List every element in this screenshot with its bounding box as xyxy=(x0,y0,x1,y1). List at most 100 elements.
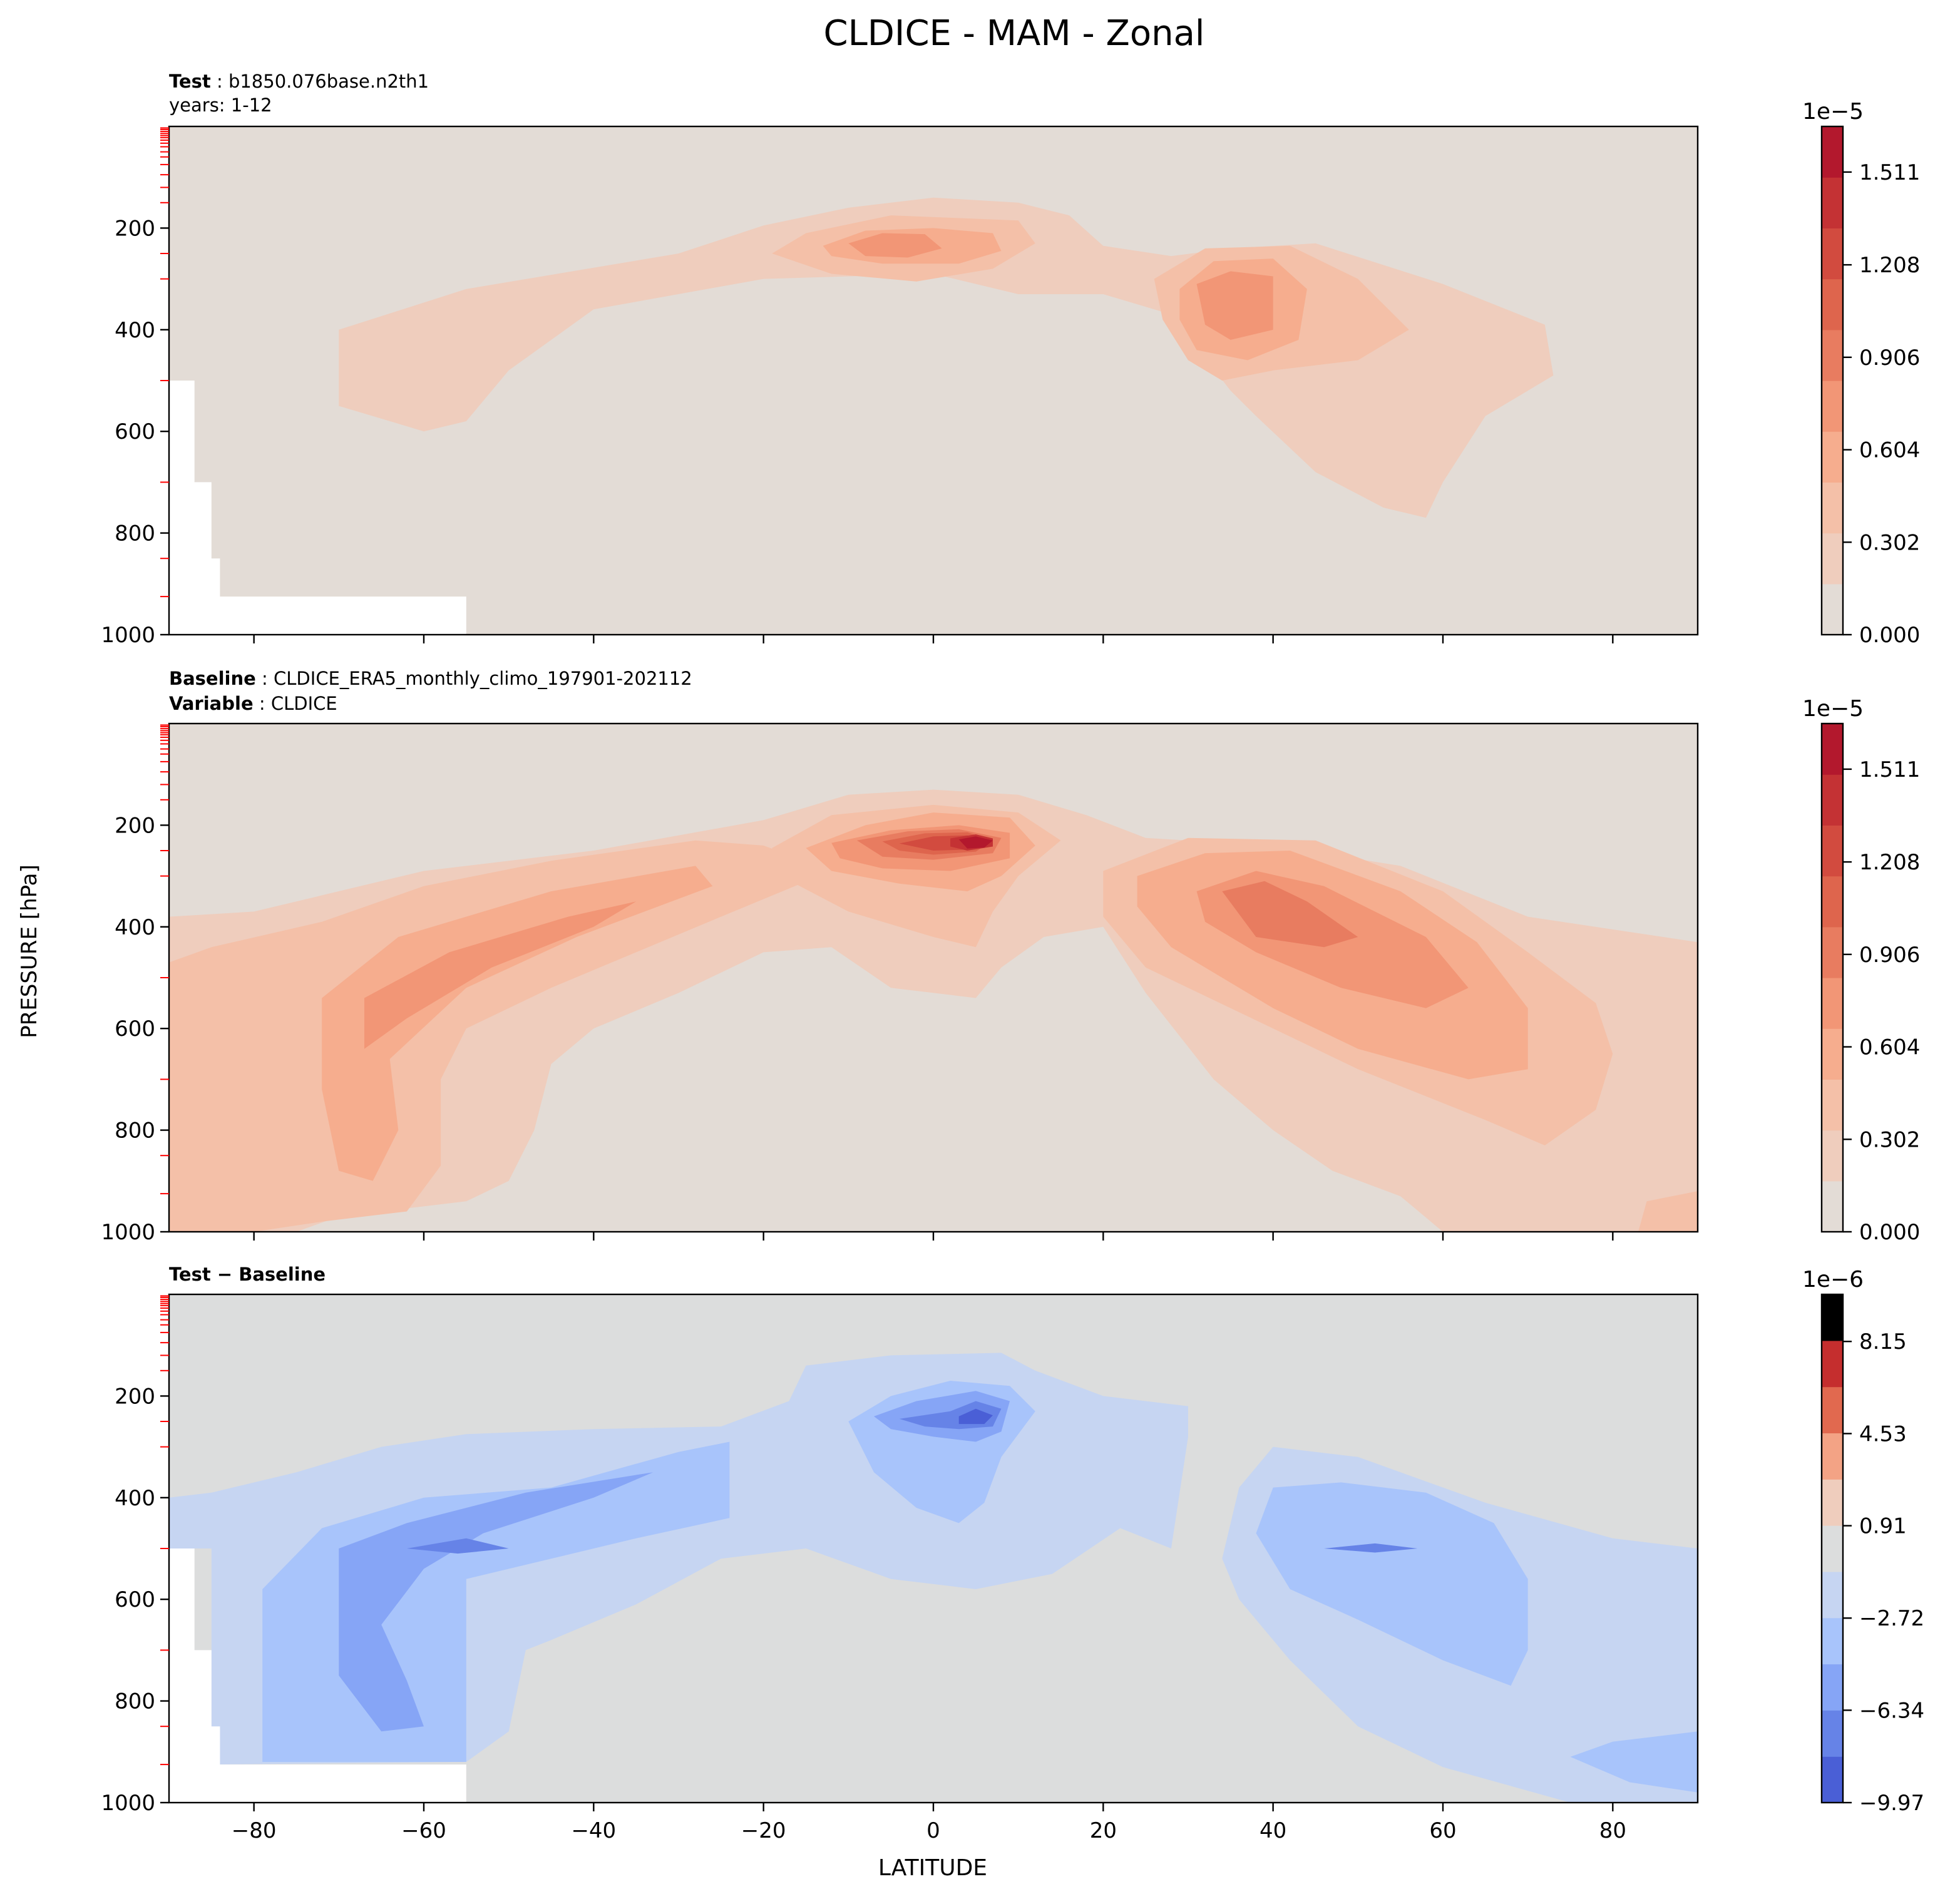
panel-baseline-variable-sep: : xyxy=(254,693,271,714)
colorbar-tick-label-baseline-5: 1.511 xyxy=(1859,757,1920,782)
y-tick-label-baseline-1: 400 xyxy=(115,915,155,940)
x-tick-label-diff-1: −60 xyxy=(401,1818,446,1843)
colorbar-tick-label-diff-3: 0.91 xyxy=(1859,1514,1907,1539)
colorbar-swatch-test-7 xyxy=(1822,228,1843,280)
colorbar-swatch-baseline-8 xyxy=(1822,774,1843,826)
panel-test-header-case: b1850.076base.n2th1 xyxy=(228,71,429,92)
panel-baseline-header: Baseline : CLDICE_ERA5_monthly_climo_197… xyxy=(169,668,692,714)
colorbar-swatch-baseline-9 xyxy=(1822,724,1843,775)
missing-data-region-test xyxy=(169,381,466,635)
y-tick-label-diff-3: 800 xyxy=(115,1689,155,1714)
contour-region-diff-8 xyxy=(406,1538,509,1554)
colorbar-swatch-baseline-6 xyxy=(1822,876,1843,928)
panel-test-plot-area: 200 400 600 800 1000 xyxy=(101,125,1699,648)
colorbar-tick-label-baseline-1: 0.302 xyxy=(1859,1127,1920,1152)
colorbar-tick-label-diff-5: 8.15 xyxy=(1859,1329,1907,1354)
panel-test-header: Test : b1850.076base.n2th1 years: 1-12 xyxy=(169,71,429,116)
colorbar-swatch-baseline-7 xyxy=(1822,825,1843,877)
contour-region-diff-10 xyxy=(1324,1543,1418,1553)
colorbar-tick-label-test-4: 1.208 xyxy=(1859,253,1920,278)
panel-diff-header: Test − Baseline xyxy=(169,1264,326,1285)
colorbar-tick-label-diff-1: −6.34 xyxy=(1859,1698,1924,1723)
panel-test: Test : b1850.076base.n2th1 years: 1-12 2… xyxy=(101,71,1920,648)
panel-baseline-header-label: Baseline xyxy=(169,668,256,689)
y-tick-label-test-3: 800 xyxy=(115,521,155,546)
panel-diff-plot-area: 200 400 600 800 1000 −80 −60 −40 −20 0 20 40 60 80 xyxy=(101,1293,1699,1843)
panel-baseline-colorbar: 0.000 0.302 0.604 0.906 1.208 1.511 1e−5 xyxy=(1802,696,1920,1245)
y-tick-label-baseline-4: 1000 xyxy=(101,1220,155,1245)
contour-region-baseline-16 xyxy=(958,836,993,849)
missing-data-region-diff xyxy=(169,1548,466,1803)
x-tick-label-diff-5: 20 xyxy=(1090,1818,1117,1843)
colorbar-tick-label-test-3: 0.906 xyxy=(1859,346,1920,371)
y-tick-label-test-0: 200 xyxy=(115,216,155,241)
contour-region-baseline-5 xyxy=(322,866,713,1181)
y-tick-label-diff-4: 1000 xyxy=(101,1791,155,1816)
panel-test-header-sep: : xyxy=(211,71,228,92)
colorbar-swatch-test-8 xyxy=(1822,177,1843,228)
x-tick-label-diff-8: 80 xyxy=(1599,1818,1626,1843)
panel-baseline: Baseline : CLDICE_ERA5_monthly_climo_197… xyxy=(101,668,1920,1245)
panel-baseline-header-line1: Baseline : CLDICE_ERA5_monthly_climo_197… xyxy=(169,668,692,689)
colorbar-swatch-diff-2 xyxy=(1822,1664,1843,1711)
colorbar-tick-label-diff-2: −2.72 xyxy=(1859,1606,1924,1631)
y-tick-label-baseline-2: 600 xyxy=(115,1016,155,1042)
colorbar-tick-label-diff-4: 4.53 xyxy=(1859,1421,1907,1446)
colorbar-swatch-diff-6 xyxy=(1822,1479,1843,1526)
colorbar-swatch-diff-5 xyxy=(1822,1525,1843,1572)
colorbar-tick-label-test-5: 1.511 xyxy=(1859,160,1920,185)
y-tick-label-baseline-0: 200 xyxy=(115,813,155,838)
panel-diff-header-label: Test − Baseline xyxy=(169,1264,326,1285)
panel-test-header-years: years: 1-12 xyxy=(169,95,272,116)
x-tick-label-diff-4: 0 xyxy=(926,1818,940,1843)
panel-baseline-variable-label: Variable xyxy=(169,693,254,714)
contour-region-diff-6 xyxy=(339,1472,654,1732)
colorbar-swatch-diff-8 xyxy=(1822,1386,1843,1433)
panel-baseline-header-case: CLDICE_ERA5_monthly_climo_197901-202112 xyxy=(274,668,692,689)
colorbar-swatch-test-5 xyxy=(1822,329,1843,381)
panel-baseline-header-line2: Variable : CLDICE xyxy=(169,693,337,714)
colorbar-swatch-diff-0 xyxy=(1822,1756,1843,1803)
colorbar-swatch-test-6 xyxy=(1822,279,1843,330)
colorbar-swatch-test-1 xyxy=(1822,533,1843,585)
contour-region-baseline-8 xyxy=(364,901,637,1049)
panel-test-header-label: Test xyxy=(169,71,211,92)
panel-test-colorbar: 0.000 0.302 0.604 0.906 1.208 1.511 1e−5 xyxy=(1802,99,1920,648)
contour-region-diff-4 xyxy=(1256,1482,1528,1686)
colorbar-frame-test xyxy=(1820,125,1844,636)
panel-baseline-header-sep: : xyxy=(256,668,274,689)
y-tick-label-test-2: 600 xyxy=(115,419,155,444)
panel-baseline-plot-area: 200 400 600 800 1000 xyxy=(101,722,1699,1245)
colorbar-swatch-test-9 xyxy=(1822,126,1843,178)
colorbar-tick-label-baseline-2: 0.604 xyxy=(1859,1035,1920,1060)
colorbar-swatch-test-3 xyxy=(1822,431,1843,483)
colorbar-frame-diff xyxy=(1820,1293,1844,1804)
colorbar-swatch-baseline-1 xyxy=(1822,1130,1843,1182)
contour-region-diff-5 xyxy=(1570,1731,1698,1793)
colorbar-tick-label-test-1: 0.302 xyxy=(1859,530,1920,555)
figure-title: CLDICE - MAM - Zonal xyxy=(824,13,1205,54)
x-tick-label-diff-3: −20 xyxy=(741,1818,786,1843)
panel-diff-colorbar: −9.97 −6.34 −2.72 0.91 4.53 8.15 1e−6 xyxy=(1802,1267,1924,1816)
panel-test-contours xyxy=(169,126,1698,635)
colorbar-exponent-diff: 1e−6 xyxy=(1802,1267,1864,1292)
y-tick-label-test-1: 400 xyxy=(115,318,155,343)
colorbar-exponent-test: 1e−5 xyxy=(1802,99,1864,125)
colorbar-swatch-baseline-2 xyxy=(1822,1079,1843,1131)
colorbar-swatch-diff-3 xyxy=(1822,1617,1843,1665)
colorbar-swatch-baseline-4 xyxy=(1822,978,1843,1029)
colorbar-swatch-test-4 xyxy=(1822,381,1843,432)
colorbar-swatch-diff-7 xyxy=(1822,1433,1843,1480)
colorbar-exponent-baseline: 1e−5 xyxy=(1802,696,1864,722)
y-tick-label-diff-2: 600 xyxy=(115,1587,155,1612)
contour-region-diff-11 xyxy=(958,1408,993,1425)
colorbar-swatch-diff-9 xyxy=(1822,1340,1843,1388)
colorbar-tick-label-test-2: 0.604 xyxy=(1859,438,1920,463)
panel-baseline-variable-value: CLDICE xyxy=(271,693,337,714)
contour-region-baseline-4 xyxy=(1638,1191,1698,1232)
panel-test-header-line1: Test : b1850.076base.n2th1 xyxy=(169,71,429,92)
colorbar-swatch-test-2 xyxy=(1822,482,1843,534)
y-tick-label-diff-0: 200 xyxy=(115,1384,155,1409)
